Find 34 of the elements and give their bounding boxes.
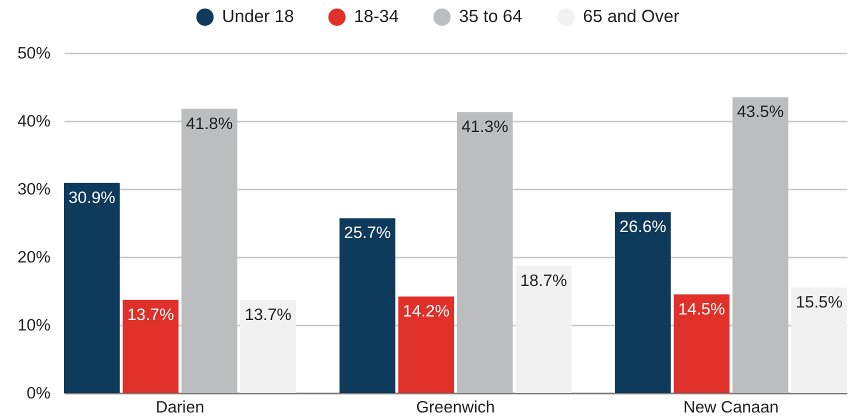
data-label: 15.5% (796, 294, 843, 312)
bar (340, 218, 396, 393)
data-label: 43.5% (736, 103, 784, 122)
bar (122, 300, 179, 393)
data-label: 14.5% (678, 300, 726, 318)
y-tick-label: 40% (17, 112, 51, 130)
data-label: 25.7% (344, 224, 392, 242)
data-label: 41.3% (461, 118, 509, 136)
bar (516, 266, 572, 393)
data-label: 18.7% (520, 272, 568, 290)
legend-label: 65 and Over (583, 6, 680, 26)
bar (64, 182, 120, 393)
x-tick-label: New Canaan (683, 398, 779, 416)
y-tick-label: 30% (17, 180, 51, 198)
data-label: 26.6% (620, 218, 667, 236)
data-label: 41.8% (186, 114, 234, 133)
data-label: 14.2% (402, 302, 450, 320)
bar (791, 288, 847, 393)
bar (398, 296, 454, 393)
data-label: 13.7% (127, 306, 174, 324)
x-tick-label: Greenwich (416, 398, 495, 416)
legend-label: 18-34 (354, 6, 400, 26)
y-tick-label: 50% (17, 44, 51, 62)
bar (240, 300, 296, 393)
bar (615, 212, 671, 393)
y-tick-label: 10% (17, 316, 51, 334)
legend-label: 35 to 64 (459, 6, 523, 26)
data-label: 30.9% (68, 188, 116, 207)
y-tick-label: 20% (17, 248, 51, 266)
y-tick-label: 0% (26, 384, 51, 402)
bar (674, 294, 730, 393)
legend-label: Under 18 (222, 6, 294, 26)
data-label: 13.7% (244, 306, 292, 324)
x-tick-label: Darien (156, 398, 204, 416)
